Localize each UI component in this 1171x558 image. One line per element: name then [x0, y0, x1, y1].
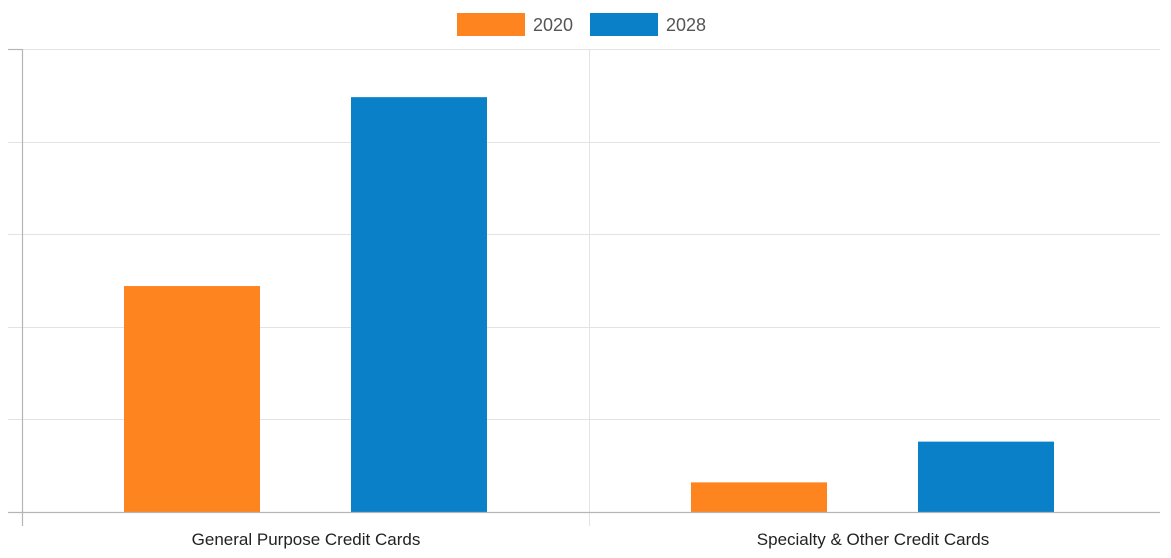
axes — [8, 48, 1160, 526]
category-labels: General Purpose Credit Cards Specialty & … — [192, 530, 990, 549]
bars — [124, 97, 1054, 512]
bar-2020-1[interactable] — [124, 286, 260, 512]
legend-swatch-2020[interactable] — [457, 13, 525, 36]
x-tick-label-1: General Purpose Credit Cards — [192, 530, 421, 549]
legend-label-2028[interactable]: 2028 — [666, 15, 706, 35]
legend-swatch-2028[interactable] — [590, 13, 658, 36]
bar-2028-1[interactable] — [351, 97, 487, 512]
bar-2028-2[interactable] — [918, 441, 1054, 512]
legend: 2020 2028 — [457, 13, 706, 36]
x-tick-label-2: Specialty & Other Credit Cards — [757, 530, 989, 549]
bar-2020-2[interactable] — [691, 482, 827, 512]
legend-label-2020[interactable]: 2020 — [533, 15, 573, 35]
